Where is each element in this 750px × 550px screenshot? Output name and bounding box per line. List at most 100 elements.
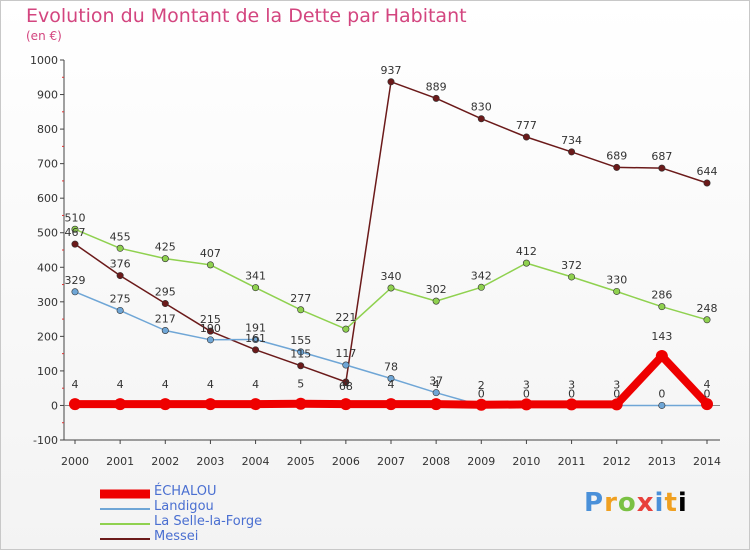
y-tick-label: 900 [37, 89, 58, 102]
data-label-la-selle-la-forge: 248 [697, 302, 718, 315]
data-point-chalou [475, 398, 488, 411]
data-label-la-selle-la-forge: 286 [651, 289, 672, 302]
data-point-chalou [204, 398, 217, 411]
data-label-la-selle-la-forge: 372 [561, 259, 582, 272]
x-tick-label: 2012 [603, 455, 631, 468]
legend-item-la-selle-la-forge: La Selle-la-Forge [100, 514, 360, 531]
data-point-messei [342, 378, 350, 386]
data-point-landigou [342, 361, 350, 369]
data-label-la-selle-la-forge: 302 [426, 283, 447, 296]
data-label-landigou: 329 [65, 274, 86, 287]
data-label-landigou: 155 [290, 334, 311, 347]
data-label-la-selle-la-forge: 340 [381, 270, 402, 283]
data-label-chalou: 4 [162, 378, 169, 391]
data-point-la-selle-la-forge [342, 325, 350, 333]
data-label-landigou: 0 [568, 387, 575, 400]
x-tick-label: 2007 [377, 455, 405, 468]
data-point-la-selle-la-forge [252, 284, 260, 292]
x-tick-label: 2000 [61, 455, 89, 468]
data-point-messei [206, 327, 214, 335]
legend-label-la-selle-la-forge: La Selle-la-Forge [154, 514, 263, 529]
data-label-la-selle-la-forge: 341 [245, 270, 266, 283]
data-label-messei: 777 [516, 119, 537, 132]
data-point-messei [116, 272, 124, 280]
y-tick-label: 700 [37, 158, 58, 171]
y-tick-label: 300 [37, 296, 58, 309]
data-label-chalou: 3 [523, 378, 530, 391]
y-tick-label: 500 [37, 227, 58, 240]
proxiti-logo: Proxiti [584, 488, 688, 518]
data-label-landigou: 190 [200, 322, 221, 335]
data-label-la-selle-la-forge: 221 [335, 311, 356, 324]
data-label-messei: 467 [65, 226, 86, 239]
data-point-landigou [297, 348, 305, 356]
data-label-la-selle-la-forge: 455 [110, 230, 131, 243]
x-tick-label: 2014 [693, 455, 721, 468]
data-label-chalou: 143 [651, 330, 672, 343]
data-point-la-selle-la-forge [206, 261, 214, 269]
data-label-la-selle-la-forge: 510 [65, 211, 86, 224]
legend-item-echalou: ÉCHALOU [100, 484, 360, 501]
y-tick-label: 1000 [30, 54, 58, 67]
x-tick-label: 2002 [151, 455, 179, 468]
data-point-chalou [385, 398, 397, 411]
data-point-la-selle-la-forge [297, 306, 305, 314]
data-label-messei: 295 [155, 286, 176, 299]
x-tick-label: 2009 [467, 455, 495, 468]
data-label-messei: 215 [200, 313, 221, 326]
data-label-landigou: 0 [658, 387, 665, 400]
legend-swatch-messei [100, 537, 150, 540]
data-label-la-selle-la-forge: 342 [471, 269, 492, 282]
data-point-chalou [69, 398, 81, 411]
data-point-la-selle-la-forge [568, 273, 576, 281]
data-point-la-selle-la-forge [703, 316, 711, 324]
legend-item-landigou: Landigou [100, 499, 360, 516]
data-label-chalou: 4 [252, 378, 259, 391]
data-label-la-selle-la-forge: 407 [200, 247, 221, 260]
data-point-la-selle-la-forge [613, 287, 621, 295]
data-point-messei [613, 163, 621, 171]
x-tick-label: 2008 [422, 455, 450, 468]
data-label-chalou: 4 [342, 378, 349, 391]
data-point-chalou [159, 398, 172, 411]
data-point-chalou [655, 350, 668, 363]
data-point-landigou [432, 389, 440, 397]
data-label-chalou: 5 [297, 378, 304, 391]
data-label-chalou: 4 [72, 378, 79, 391]
data-point-chalou [520, 398, 533, 411]
data-point-landigou [71, 288, 79, 296]
data-point-messei [477, 115, 485, 123]
y-tick-label: 600 [37, 192, 58, 205]
data-label-messei: 687 [651, 150, 672, 163]
data-point-messei [432, 94, 440, 102]
chart-subtitle: (en €) [26, 29, 62, 43]
data-point-chalou [339, 398, 352, 411]
data-point-la-selle-la-forge [432, 297, 440, 305]
data-label-messei: 644 [697, 165, 718, 178]
legend-swatch-landigou [100, 507, 150, 510]
data-point-messei [252, 346, 260, 354]
legend-swatch-la-selle-la-forge [100, 522, 150, 525]
x-tick-label: 2011 [558, 455, 586, 468]
legend-swatch-echalou [100, 489, 150, 498]
data-point-landigou [658, 401, 666, 409]
data-point-chalou [701, 398, 713, 411]
data-point-chalou [294, 397, 307, 410]
y-tick-label: -100 [33, 434, 58, 447]
series-line-messei [74, 81, 708, 383]
data-point-landigou [387, 375, 395, 383]
data-point-messei [161, 300, 169, 308]
legend-item-messei: Messei [100, 529, 360, 546]
legend-label-landigou: Landigou [154, 499, 214, 514]
data-label-chalou: 4 [704, 378, 711, 391]
data-point-landigou [252, 335, 260, 343]
data-point-la-selle-la-forge [658, 303, 666, 311]
data-label-messei: 68 [339, 380, 353, 393]
y-tick-label: 400 [37, 261, 58, 274]
data-point-la-selle-la-forge [116, 244, 124, 252]
chart-legend: ÉCHALOU Landigou La Selle-la-Forge Messe… [100, 484, 360, 546]
x-tick-label: 2005 [287, 455, 315, 468]
data-label-landigou: 217 [155, 312, 176, 325]
data-label-chalou: 3 [568, 378, 575, 391]
